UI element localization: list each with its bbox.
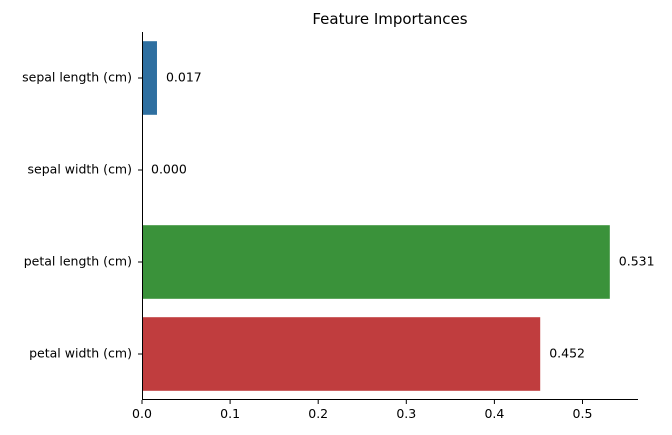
- x-tick-label: 0.3: [396, 406, 416, 421]
- x-tick-label: 0.4: [484, 406, 504, 421]
- data-label: 0.000: [151, 162, 187, 177]
- bars-group: [142, 41, 610, 391]
- x-tick-label: 0.5: [573, 406, 593, 421]
- x-tick-label: 0.0: [132, 406, 152, 421]
- y-tick-labels: sepal length (cm) sepal width (cm) petal l…: [22, 70, 132, 361]
- y-tick-label: sepal width (cm): [28, 162, 132, 177]
- y-tick-marks: [138, 77, 142, 355]
- x-tick-label: 0.1: [220, 406, 240, 421]
- bar-3: [142, 317, 541, 391]
- y-tick-label: petal length (cm): [24, 254, 132, 269]
- data-label: 0.452: [549, 346, 585, 361]
- chart-title: Feature Importances: [312, 10, 467, 28]
- data-label: 0.017: [166, 70, 202, 85]
- y-tick-label: petal width (cm): [29, 346, 132, 361]
- data-label: 0.531: [619, 254, 655, 269]
- data-labels: 0.017 0.000 0.531 0.452: [151, 70, 655, 361]
- x-ticks: 0.0 0.1 0.2 0.3 0.4 0.5: [132, 400, 592, 421]
- y-tick-label: sepal length (cm): [22, 70, 132, 85]
- bar-0: [142, 41, 157, 115]
- x-tick-label: 0.2: [308, 406, 328, 421]
- bar-2: [142, 225, 610, 299]
